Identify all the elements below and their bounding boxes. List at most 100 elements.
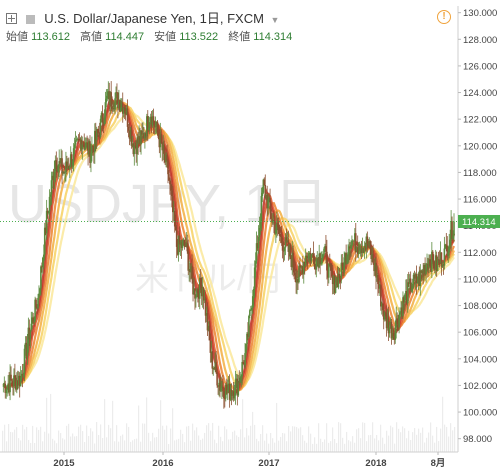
candle-body (54, 160, 57, 172)
volume-bar (184, 442, 186, 452)
volume-bar (310, 433, 312, 452)
candle-body (208, 325, 211, 341)
candle-body (251, 296, 254, 308)
candle-body (121, 103, 124, 114)
volume-bar (214, 439, 216, 452)
volume-bar (68, 423, 70, 452)
candle-body (68, 166, 70, 169)
candle-body (350, 244, 352, 249)
price-axis[interactable]: 98.000 100.000 102.000 104.000 106.000 108.00… (458, 8, 497, 445)
time-axis[interactable]: 2015 2016 2017 2018 8月 (53, 452, 445, 469)
candle-body (263, 179, 266, 186)
volume-bar (352, 436, 354, 452)
volume-bar (392, 427, 394, 452)
volume-bar (18, 438, 20, 452)
candle-body (404, 294, 406, 303)
candle-body (299, 265, 301, 267)
symbol-title[interactable]: U.S. Dollar/Japanese Yen, 1日, FXCM (44, 11, 264, 26)
candle-body (154, 126, 157, 128)
candle-body (104, 102, 107, 118)
candle-body (138, 136, 140, 144)
candle-body (360, 248, 363, 254)
candle-body (426, 263, 428, 265)
candle-body (209, 340, 212, 353)
candle-body (412, 274, 415, 287)
volume-bar (170, 428, 172, 452)
volume-bar (88, 435, 90, 452)
chevron-down-icon[interactable]: ▼ (270, 15, 280, 25)
candle-body (72, 148, 75, 161)
candle-body (279, 236, 282, 237)
candle-body (41, 266, 43, 268)
candle-body (433, 268, 436, 270)
volume-bar (60, 433, 62, 452)
volume-bar (228, 439, 230, 452)
volume-bar (340, 423, 342, 452)
volume-bar (178, 438, 180, 452)
candle-body (120, 107, 122, 112)
candle-body (277, 227, 280, 234)
expand-icon[interactable] (6, 13, 17, 24)
candle-body (11, 380, 13, 385)
volume-bar (116, 425, 118, 452)
volume-bar (16, 427, 18, 452)
candle-body (247, 333, 249, 337)
candle-body (260, 196, 263, 222)
volume-bar (46, 397, 48, 452)
volume-bar (76, 436, 78, 452)
series-icon[interactable] (25, 15, 35, 24)
candle-body (15, 377, 17, 390)
candle-body (348, 246, 350, 255)
volume-bar (28, 439, 30, 452)
volume-bar (182, 433, 184, 452)
volume-bar (122, 434, 124, 452)
candle-body (289, 244, 292, 257)
high-value: 114.447 (105, 31, 145, 43)
candle-body (157, 132, 160, 138)
volume-bar (306, 442, 308, 452)
volume-bar (386, 430, 388, 452)
candle-body (203, 298, 206, 301)
candle-body (428, 259, 430, 268)
candle-body (379, 285, 381, 289)
candle-body (366, 236, 369, 244)
candle-body (180, 242, 183, 248)
volume-bar (98, 435, 100, 452)
candle-body (81, 144, 84, 150)
candle-body (293, 267, 295, 273)
candle-body (380, 285, 382, 307)
candle-body (416, 282, 419, 284)
candle-body (109, 92, 112, 105)
price-tick-label: 120.000 (463, 141, 497, 152)
candle-body (441, 264, 444, 267)
candle-body (396, 318, 398, 325)
volume-bar (2, 430, 4, 452)
candle-body (302, 266, 304, 274)
candle-body (42, 257, 44, 267)
candle-body (422, 270, 424, 274)
volume-bar (304, 440, 306, 452)
candle-body (239, 377, 242, 383)
candle-body (51, 175, 54, 181)
volume-bar (400, 432, 402, 452)
volume-bar (32, 425, 34, 452)
candle-body (271, 218, 273, 223)
candle-body (448, 245, 450, 253)
candle-body (2, 385, 5, 387)
candle-body (126, 108, 129, 127)
candle-body (335, 277, 338, 286)
candle-body (351, 240, 353, 245)
volume-bar (62, 438, 64, 452)
candle-body (53, 171, 56, 181)
volume-bar (104, 399, 106, 452)
volume-bar (34, 443, 36, 452)
alert-icon[interactable]: ! (437, 10, 451, 24)
candle-body (163, 145, 165, 154)
volume-bar (44, 431, 46, 452)
candle-body (347, 254, 349, 256)
volume-bar (36, 427, 38, 452)
candle-body (354, 233, 356, 242)
candle-body (127, 126, 130, 131)
volume-bar (330, 441, 332, 452)
